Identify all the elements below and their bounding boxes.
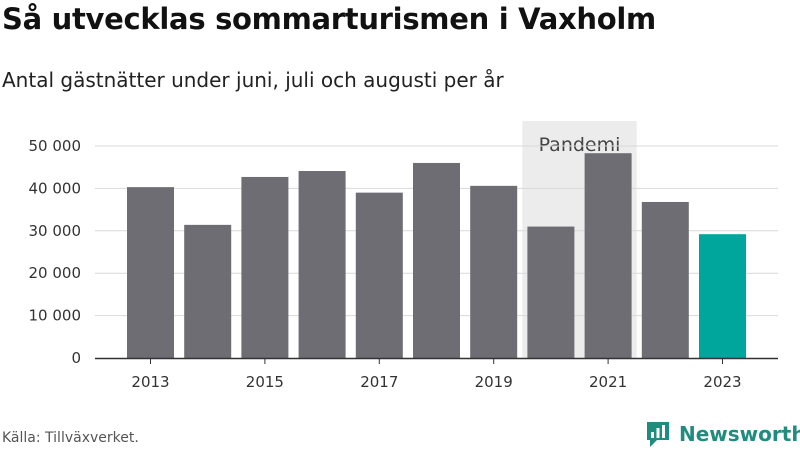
y-tick-label: 30 000 [29, 222, 82, 240]
bar-2013 [127, 187, 174, 358]
y-tick-label: 10 000 [29, 307, 82, 325]
bar-2016 [298, 171, 346, 358]
bar-2014 [184, 224, 232, 358]
bar-2018 [413, 162, 460, 358]
newsworthy-logo: Newsworthy [645, 420, 800, 448]
brand-name: Newsworthy [679, 422, 800, 446]
y-tick-label: 0 [71, 349, 81, 367]
source-note: Källa: Tillväxverket. [2, 430, 139, 446]
x-tick-label: 2015 [246, 373, 284, 391]
bar-chart: Pandemi 0 10 000 20 000 30 000 40 000 50 000 2… [29, 121, 778, 391]
y-tick-label: 40 000 [29, 179, 82, 197]
bar-2023 [699, 234, 746, 358]
x-tick-label: 2023 [703, 373, 741, 391]
bar-2022 [641, 201, 689, 358]
x-tick-label: 2021 [589, 373, 627, 391]
chart-subtitle: Antal gästnätter under juni, juli och au… [2, 68, 504, 92]
pandemic-label: Pandemi [539, 134, 621, 156]
bar-2015 [241, 176, 289, 358]
y-tick-label: 20 000 [29, 264, 82, 282]
bar-2021 [584, 153, 632, 358]
bar-2019 [470, 185, 518, 358]
y-tick-label: 50 000 [29, 137, 82, 155]
newsworthy-logo-icon [647, 422, 669, 447]
chart-title: Så utvecklas sommarturismen i Vaxholm [2, 2, 656, 36]
x-tick-label: 2019 [475, 373, 513, 391]
bar-2017 [355, 192, 403, 358]
x-tick-label: 2013 [131, 373, 169, 391]
x-tick-label: 2017 [360, 373, 398, 391]
bar-2020 [527, 226, 575, 358]
